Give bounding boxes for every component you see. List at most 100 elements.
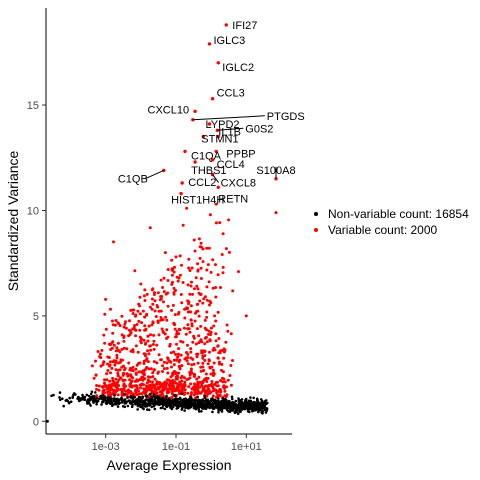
data-point-variable bbox=[216, 356, 220, 360]
data-point-variable bbox=[108, 363, 112, 367]
data-point-variable bbox=[181, 384, 185, 388]
data-point-variable bbox=[152, 360, 156, 364]
data-point-variable bbox=[174, 335, 177, 339]
data-point-labeled bbox=[216, 134, 220, 139]
data-point-non-variable bbox=[230, 402, 234, 406]
data-point-non-variable bbox=[239, 410, 242, 414]
data-point-non-variable bbox=[153, 407, 157, 411]
data-point-non-variable bbox=[113, 399, 117, 402]
data-point-variable bbox=[214, 263, 217, 267]
data-point-variable bbox=[206, 387, 210, 391]
data-point-variable bbox=[208, 350, 211, 354]
data-point-variable bbox=[161, 370, 164, 373]
data-point-non-variable bbox=[206, 399, 210, 403]
data-point-variable bbox=[204, 372, 208, 376]
data-point-variable bbox=[151, 302, 155, 306]
data-point-variable bbox=[203, 354, 207, 358]
data-point-variable bbox=[220, 368, 223, 372]
data-point-variable bbox=[208, 365, 212, 369]
data-point-variable bbox=[188, 371, 192, 374]
data-point-variable bbox=[189, 284, 193, 288]
data-point-variable bbox=[186, 362, 190, 366]
data-point-variable bbox=[199, 391, 203, 395]
data-point-variable bbox=[105, 378, 109, 382]
data-point-non-variable bbox=[69, 400, 73, 404]
data-point-variable bbox=[195, 392, 199, 396]
data-point-non-variable bbox=[254, 408, 257, 412]
data-point-variable bbox=[180, 301, 184, 305]
data-point-non-variable bbox=[217, 404, 220, 408]
data-point-non-variable bbox=[230, 405, 233, 408]
data-point-variable bbox=[168, 384, 172, 388]
data-point-variable bbox=[150, 323, 154, 327]
data-point-variable bbox=[136, 350, 140, 354]
data-point-variable bbox=[205, 285, 209, 289]
gene-label: CXCL10 bbox=[148, 104, 190, 116]
data-point-non-variable bbox=[161, 396, 164, 400]
data-point-variable bbox=[200, 351, 204, 355]
data-point-non-variable bbox=[184, 397, 187, 401]
data-point-variable bbox=[199, 292, 203, 296]
data-point-variable bbox=[149, 333, 152, 337]
data-point-non-variable bbox=[176, 400, 180, 404]
gene-label: IGLC3 bbox=[214, 35, 246, 47]
data-point-non-variable bbox=[95, 400, 98, 403]
data-point-variable bbox=[166, 371, 170, 375]
data-point-non-variable bbox=[58, 391, 62, 394]
data-point-non-variable bbox=[89, 396, 92, 399]
gene-label: RETN bbox=[218, 193, 248, 205]
data-point-variable bbox=[147, 324, 151, 328]
data-point-variable bbox=[156, 371, 160, 375]
data-point-variable bbox=[173, 313, 177, 317]
data-point-non-variable bbox=[226, 408, 229, 412]
data-point-non-variable bbox=[61, 397, 64, 401]
data-point-variable bbox=[124, 326, 128, 330]
data-point-non-variable bbox=[52, 393, 55, 397]
x-tick-label: 1e-03 bbox=[92, 441, 120, 453]
data-point-variable bbox=[194, 384, 198, 388]
data-point-variable bbox=[98, 355, 102, 359]
data-point-variable bbox=[135, 323, 139, 326]
data-point-variable bbox=[221, 265, 225, 269]
data-point-non-variable bbox=[233, 406, 237, 410]
data-point-variable bbox=[120, 347, 124, 351]
data-point-variable bbox=[190, 266, 194, 270]
data-point-non-variable bbox=[187, 402, 190, 406]
label-connector bbox=[145, 169, 165, 179]
data-point-non-variable bbox=[102, 394, 105, 397]
data-point-variable bbox=[156, 291, 160, 295]
data-point-variable bbox=[153, 377, 157, 381]
data-point-variable bbox=[170, 308, 174, 312]
data-point-non-variable bbox=[172, 403, 176, 407]
data-point-variable bbox=[115, 356, 119, 360]
data-point-variable bbox=[134, 334, 138, 338]
data-point-non-variable bbox=[141, 406, 144, 409]
data-point-variable bbox=[107, 342, 111, 346]
data-point-variable bbox=[162, 290, 166, 294]
data-point-variable bbox=[185, 351, 188, 354]
data-point-variable bbox=[195, 377, 199, 381]
data-point-non-variable bbox=[244, 399, 248, 403]
data-point-non-variable bbox=[121, 400, 124, 404]
data-point-variable bbox=[175, 387, 179, 391]
data-point-variable bbox=[192, 362, 196, 366]
data-point-variable bbox=[116, 348, 120, 352]
data-point-variable bbox=[142, 362, 146, 365]
data-point-non-variable bbox=[137, 401, 141, 405]
data-point-non-variable bbox=[228, 409, 232, 413]
data-point-variable bbox=[130, 379, 134, 383]
data-point-variable bbox=[196, 269, 200, 273]
data-point-non-variable bbox=[261, 409, 264, 413]
data-point-non-variable bbox=[216, 406, 220, 410]
gene-label: G0S2 bbox=[245, 123, 273, 135]
data-point-non-variable bbox=[205, 404, 209, 407]
data-point-variable bbox=[203, 326, 207, 330]
data-point-variable bbox=[145, 292, 149, 296]
data-point-variable bbox=[147, 352, 151, 356]
data-point-variable bbox=[121, 379, 125, 382]
data-point-labeled bbox=[201, 134, 205, 139]
data-point-variable bbox=[224, 247, 228, 251]
data-point-variable bbox=[190, 363, 194, 367]
data-point-variable bbox=[195, 284, 199, 288]
data-point-variable bbox=[199, 241, 203, 245]
